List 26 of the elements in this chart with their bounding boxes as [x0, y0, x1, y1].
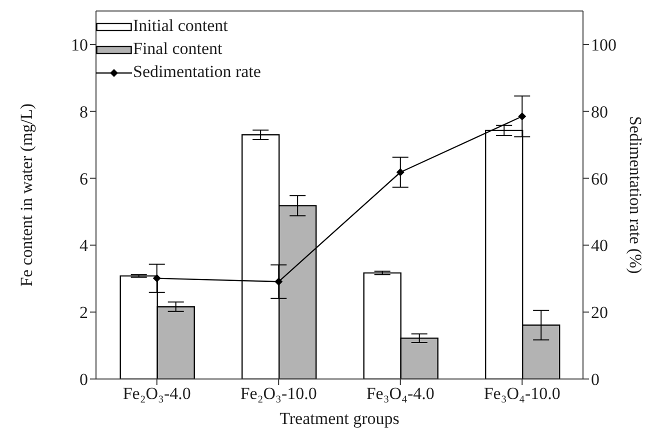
y-tick-label: 10: [71, 35, 88, 54]
point: [396, 168, 404, 176]
y-tick-label: 0: [80, 370, 88, 390]
y-axis-title: Fe content in water (mg/L): [17, 103, 36, 287]
y2-axis-title: Sedimentation rate (%): [626, 116, 645, 274]
x-tick-label: Fe₂O₃-4.0: [122, 384, 191, 404]
point: [274, 278, 283, 286]
x-tick-label: Fe₂O₃-10.0: [240, 384, 317, 404]
legend-label: Final content: [133, 39, 222, 58]
x-tick-label: Fe₃O₄-4.0: [366, 384, 434, 404]
point: [152, 274, 161, 282]
x-tick-label: Fe₃O₄-10.0: [484, 384, 560, 404]
y2-tick-label: 60: [591, 169, 608, 188]
y-tick-label: 8: [80, 102, 88, 122]
y-tick-label: 4: [80, 236, 88, 256]
y2-tick-label: 100: [591, 35, 616, 54]
y-tick-label: 2: [80, 303, 88, 322]
legend-label: Initial content: [133, 16, 228, 35]
y-tick-label: 6: [80, 169, 88, 188]
y2-tick-label: 80: [591, 102, 608, 122]
x-axis-title: Treatment groups: [280, 409, 400, 428]
legend-label: Sedimentation rate: [133, 62, 261, 81]
point: [518, 112, 526, 120]
y2-tick-label: 20: [591, 303, 608, 322]
y2-tick-label: 40: [591, 236, 608, 256]
y2-tick-label: 0: [591, 370, 600, 390]
